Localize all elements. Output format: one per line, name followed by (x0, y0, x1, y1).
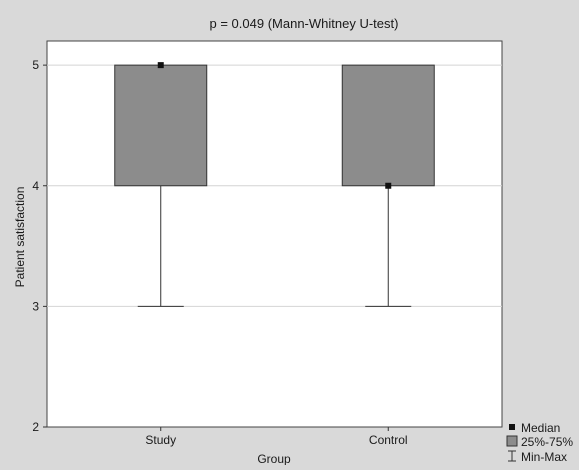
legend-label: Min-Max (521, 450, 567, 464)
x-tick-label: Study (145, 433, 176, 447)
box-control (341, 64, 435, 307)
median-marker (385, 182, 392, 189)
legend-item: 25%-75% (506, 435, 573, 449)
chart-title: p = 0.049 (Mann-Whitney U-test) (210, 16, 399, 31)
legend-box-swatch (506, 435, 518, 447)
iqr-box (114, 64, 208, 187)
y-tick-label: 5 (32, 58, 39, 72)
x-tick-label: Control (369, 433, 408, 447)
box-study (114, 62, 208, 307)
median-marker (157, 62, 164, 69)
iqr-box (341, 64, 435, 187)
legend-item: Min-Max (508, 450, 567, 464)
y-axis-label: Patient satisfaction (13, 187, 27, 288)
y-tick-label: 2 (32, 420, 39, 434)
axes: 2 3 4 5 Study Control (32, 58, 407, 447)
y-tick-label: 3 (32, 299, 39, 313)
boxes (114, 62, 435, 307)
legend-item: Median (509, 421, 560, 435)
legend-median-swatch (509, 424, 515, 430)
legend-label: 25%-75% (521, 435, 573, 449)
legend-label: Median (521, 421, 560, 435)
x-axis-label: Group (257, 452, 291, 465)
y-tick-label: 4 (32, 179, 39, 193)
